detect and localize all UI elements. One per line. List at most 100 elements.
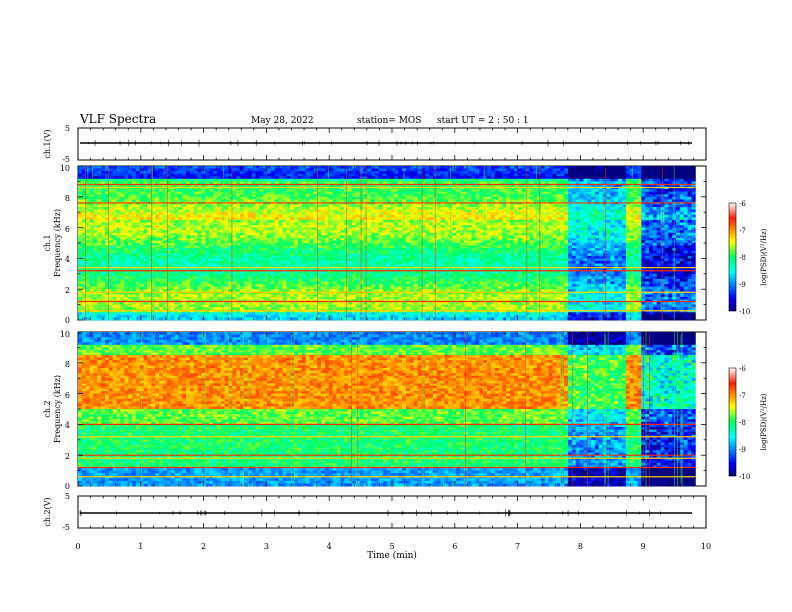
spectrogram-cell — [340, 207, 345, 211]
spectrogram-cell — [294, 312, 299, 316]
spectrogram-cell — [155, 225, 160, 228]
spectrogram-cell — [297, 302, 303, 305]
spectrogram-cell — [193, 227, 199, 231]
spectrogram-cell — [286, 240, 291, 244]
spectrogram-cell — [336, 219, 341, 223]
spectrogram-cell — [321, 294, 326, 298]
spectrogram-cell — [139, 178, 144, 182]
spectrogram-cell — [228, 204, 233, 208]
ch1-ytick-5: 5 — [65, 124, 70, 133]
spectrogram-cell — [174, 240, 179, 244]
ch1-waveform-ylabel: ch.1(V) — [43, 129, 52, 158]
spectrogram-cell — [120, 227, 125, 231]
spectrogram-cell — [259, 199, 264, 203]
spectrogram-cell — [305, 286, 310, 290]
spectrogram-cell — [309, 232, 314, 236]
spectrogram-cell — [216, 189, 222, 193]
spectrogram-cell — [120, 209, 125, 213]
spectrogram-cell — [278, 289, 283, 293]
spectrogram-cell — [170, 214, 175, 218]
spectrogram-cell — [255, 232, 260, 236]
spectrogram-cell — [321, 304, 326, 308]
spectrogram-cell — [201, 189, 206, 193]
spectrogram-cell — [243, 212, 249, 216]
spectrogram-cell — [274, 232, 280, 236]
spectrogram-cell — [270, 209, 276, 213]
spectrogram-cell — [120, 291, 125, 295]
spectrogram-cell — [220, 212, 226, 216]
spectrogram-cell — [147, 194, 152, 198]
spectrogram-cell — [228, 260, 233, 264]
spectrogram-cell — [371, 248, 376, 252]
spectrogram-cell — [359, 284, 364, 288]
spectrogram-cell — [321, 217, 326, 221]
spectrogram-cell — [278, 189, 283, 193]
spectrogram-cell — [209, 181, 214, 185]
spectrogram-cell — [120, 199, 125, 203]
spectrogram-cell — [301, 281, 307, 285]
spectrogram-cell — [128, 214, 133, 218]
spectrogram-cell — [324, 245, 330, 249]
spectrogram-cell — [363, 317, 368, 321]
spectrogram-cell — [116, 171, 121, 175]
spectrogram-cell — [344, 250, 349, 254]
spectrogram-cell — [193, 258, 199, 262]
spectrogram-cell — [232, 209, 237, 213]
spectrogram-cell — [174, 317, 179, 321]
spectrogram-cell — [371, 258, 376, 262]
spectrogram-cell — [170, 227, 175, 231]
spectrogram-cell — [270, 212, 276, 216]
spectrogram-cell — [367, 304, 372, 308]
spectrogram-cell — [178, 235, 183, 239]
spectrogram-cell — [301, 245, 307, 249]
spectrogram-cell — [143, 237, 148, 241]
spectrogram-cell — [186, 237, 191, 241]
spectrogram-cell — [189, 183, 195, 187]
spectrogram-cell — [162, 307, 168, 311]
spectrogram-cell — [313, 289, 318, 293]
spectrogram-cell — [224, 173, 229, 177]
spectrogram-cell — [112, 273, 117, 277]
spectrogram-cell — [186, 271, 191, 275]
spectrogram-cell — [155, 291, 160, 295]
spectrogram-cell — [294, 230, 299, 234]
spectrogram-cell — [105, 263, 110, 267]
spectrogram-cell — [267, 307, 272, 311]
spectrogram-cell — [328, 263, 334, 267]
spectrogram-cell — [93, 189, 98, 193]
spectrogram-cell — [290, 255, 295, 259]
spectrogram-cell — [216, 191, 222, 195]
spectrogram-cell — [139, 314, 144, 318]
spectrogram-cell — [135, 314, 141, 318]
spectrogram-cell — [162, 209, 168, 213]
spectrogram-cell — [159, 307, 164, 311]
spectrogram-cell — [255, 225, 260, 228]
spectrogram-cell — [351, 278, 357, 282]
spectrogram-cell — [313, 286, 318, 290]
spectrogram-cell — [348, 296, 353, 300]
spectrogram-cell — [116, 235, 121, 239]
spectrogram-cell — [355, 212, 361, 216]
spectrogram-cell — [232, 245, 237, 249]
spectrogram-cell — [282, 286, 287, 290]
spectrogram-cell — [251, 278, 256, 282]
spectrogram-cell — [228, 317, 233, 321]
spectrogram-cell — [112, 281, 117, 285]
spectrogram-cell — [147, 255, 152, 259]
spectrogram-cell — [228, 232, 233, 236]
spectrogram-cell — [213, 227, 218, 231]
spectrogram-cell — [228, 284, 233, 288]
spectrogram-cell — [228, 176, 233, 180]
spectrogram-cell — [324, 273, 330, 277]
spectrogram-cell — [213, 304, 218, 308]
spectrogram-cell — [278, 209, 283, 213]
spectrogram-cell — [340, 273, 345, 277]
spectrogram-cell — [359, 314, 364, 318]
spectrogram-cell — [112, 302, 117, 305]
spectrogram-cell — [394, 189, 399, 193]
spectrogram-cell — [143, 284, 148, 288]
spectrogram-cell — [247, 258, 253, 262]
spectrogram-cell — [135, 263, 141, 267]
spectrogram-cell — [270, 237, 276, 241]
spectrogram-cell — [132, 189, 137, 193]
